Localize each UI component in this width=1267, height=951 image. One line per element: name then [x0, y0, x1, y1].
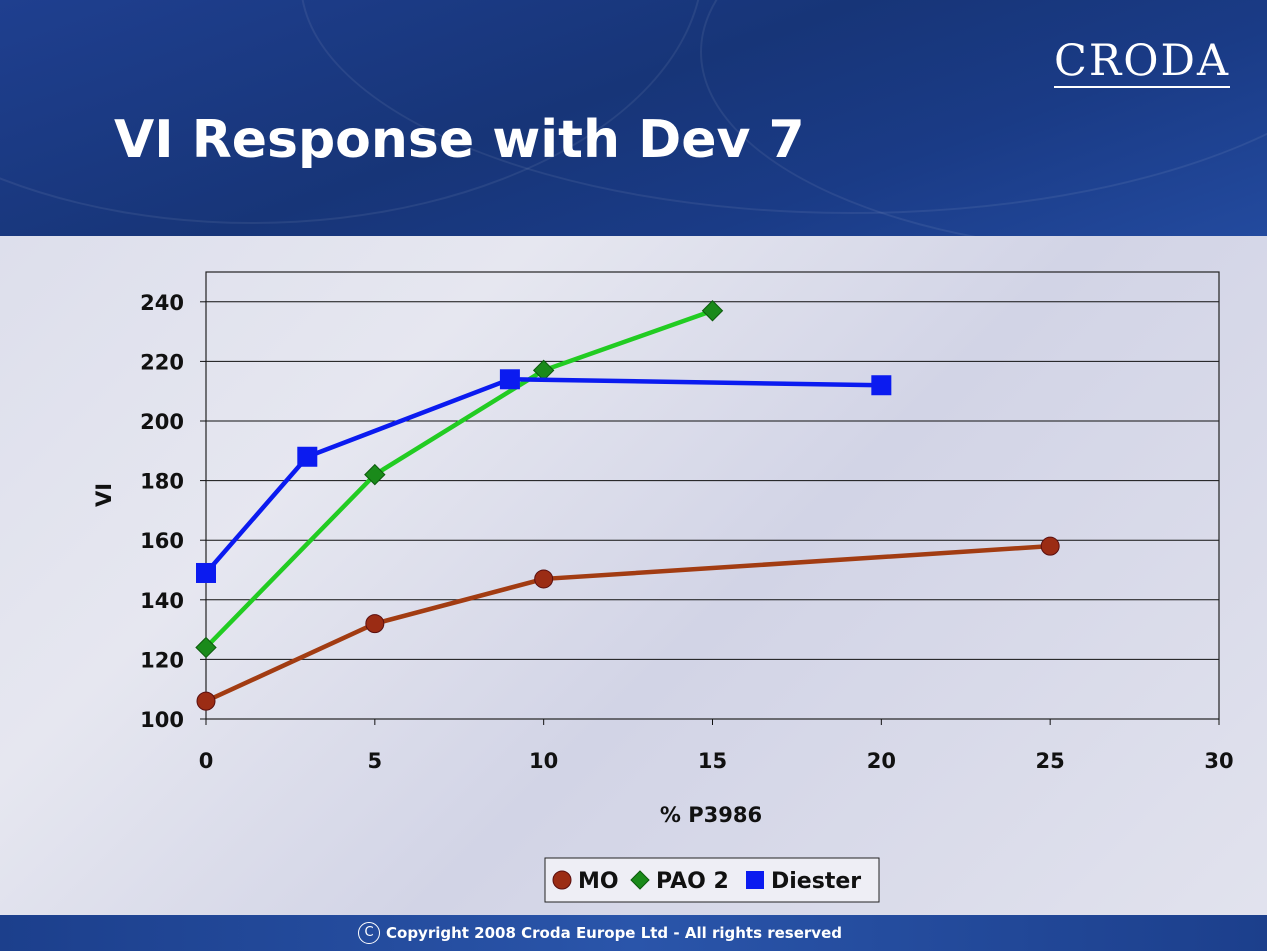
data-point [534, 569, 554, 589]
x-tick-label: 0 [199, 749, 214, 773]
series-layer [195, 300, 1060, 711]
legend-label: PAO 2 [656, 869, 729, 894]
gridlines [206, 301, 1219, 720]
slide-footer: C Copyright 2008 Croda Europe Ltd - All … [0, 915, 1267, 951]
y-tick-label: 160 [140, 529, 184, 553]
legend-marker [630, 870, 650, 890]
x-tick-label: 5 [368, 749, 383, 773]
x-tick-label: 15 [698, 749, 727, 773]
data-point [1040, 536, 1060, 556]
series-line [204, 308, 714, 650]
data-point [195, 636, 217, 659]
y-tick-label: 140 [140, 589, 184, 613]
legend: MO PAO 2 Diester [544, 857, 880, 903]
x-tick-label: 20 [867, 749, 896, 773]
data-point [196, 691, 216, 711]
croda-logo: CRODA [1053, 36, 1230, 88]
x-tick-label: 30 [1204, 749, 1233, 773]
x-axis-label: % P3986 [660, 803, 762, 827]
series-line [205, 543, 1051, 704]
series-pao-2 [195, 300, 724, 659]
series-line [204, 377, 882, 575]
legend-marker [552, 870, 572, 890]
y-tick-label: 200 [140, 410, 184, 434]
copyright-icon: C [358, 922, 380, 944]
data-point [196, 562, 216, 583]
data-point [365, 614, 385, 634]
y-tick-label: 240 [140, 291, 184, 315]
y-tick-label: 120 [140, 648, 184, 672]
data-point [499, 369, 520, 390]
plot-area [205, 271, 1220, 720]
data-point [364, 463, 386, 486]
series-diester [196, 369, 892, 583]
legend-label: Diester [771, 869, 861, 894]
y-tick-label: 180 [140, 470, 184, 494]
slide-title: VI Response with Dev 7 [114, 110, 805, 170]
copyright-notice: C Copyright 2008 Croda Europe Ltd - All … [0, 915, 1200, 951]
y-tick-label: 220 [140, 350, 184, 374]
data-point [297, 446, 318, 467]
y-tick-label: 100 [140, 708, 184, 732]
legend-marker [746, 871, 764, 889]
x-tick-label: 25 [1036, 749, 1065, 773]
legend-box [544, 857, 880, 903]
y-axis-label: VI [92, 483, 116, 507]
y-axis-ticks: 100 120 140 160 180 200 220 240 [140, 291, 206, 732]
copyright-text: Copyright 2008 Croda Europe Ltd - All ri… [386, 924, 842, 942]
data-point [871, 375, 892, 396]
x-tick-label: 10 [529, 749, 558, 773]
legend-label: MO [578, 869, 619, 894]
data-point [701, 300, 724, 322]
slide-header: CRODA VI Response with Dev 7 [0, 0, 1267, 236]
x-axis-ticks: 0 5 10 15 20 25 30 [199, 719, 1234, 773]
data-point [532, 359, 555, 382]
series-mo [196, 536, 1060, 711]
